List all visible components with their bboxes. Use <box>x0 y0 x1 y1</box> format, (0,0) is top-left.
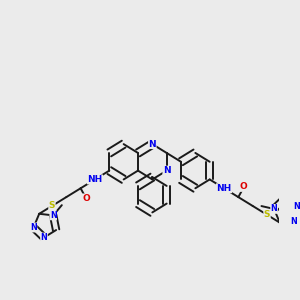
Text: N: N <box>30 223 37 232</box>
Text: N: N <box>271 204 278 213</box>
Text: O: O <box>82 194 90 203</box>
Text: N: N <box>40 233 47 242</box>
Text: NH: NH <box>87 175 103 184</box>
Text: S: S <box>264 210 270 219</box>
Text: S: S <box>49 201 55 210</box>
Text: NH: NH <box>216 184 232 193</box>
Text: N: N <box>50 211 57 220</box>
Text: O: O <box>240 182 248 191</box>
Text: N: N <box>163 166 170 175</box>
Text: N: N <box>290 217 297 226</box>
Text: N: N <box>148 140 156 148</box>
Text: N: N <box>293 202 300 211</box>
